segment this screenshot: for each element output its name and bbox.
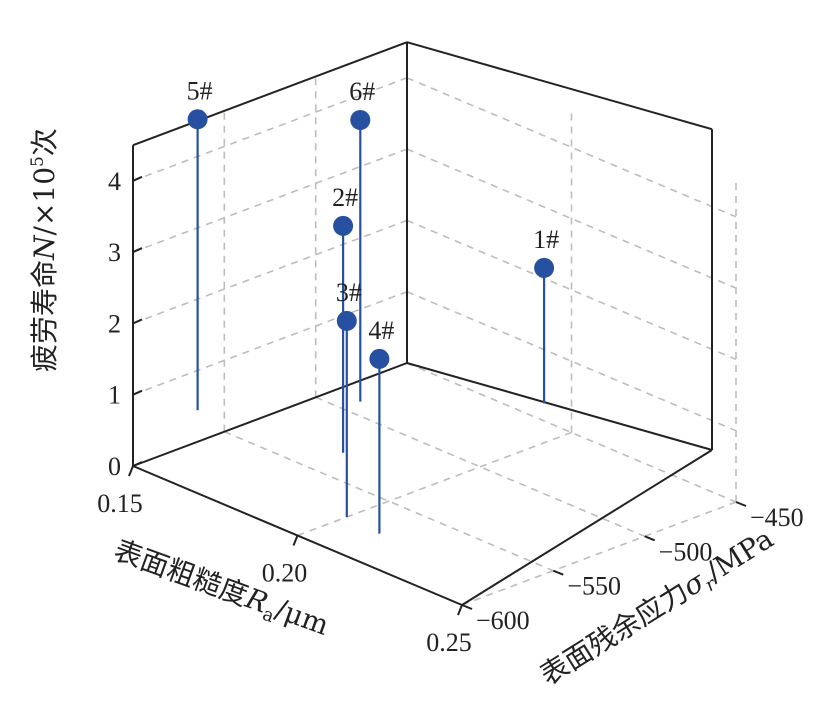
y-tick-mark	[735, 501, 747, 507]
data-point	[187, 109, 208, 130]
wall-grid-line	[132, 77, 408, 182]
x-tick-mark	[128, 465, 134, 477]
grid-lines	[132, 42, 737, 606]
data-point-label: 1#	[533, 225, 559, 254]
data-stems	[196, 119, 546, 534]
z-tick-mark	[132, 461, 143, 467]
z-tick-label: 4	[108, 167, 121, 196]
top-left-edge	[132, 41, 408, 147]
data-point	[350, 110, 371, 130]
y-tick-label: −500	[659, 537, 713, 566]
x-tick-label: 0.25	[426, 628, 472, 657]
tick-labels: 0 1 2 3 4 0.15 0.20 0.25 −450 −500 −550 −600	[97, 167, 803, 657]
data-point	[336, 310, 357, 331]
x-tick-label: 0.15	[97, 489, 143, 518]
x-tick-label: 0.20	[262, 559, 308, 588]
data-point	[333, 215, 354, 236]
x-axis-title: 表面粗糙度Ra/μm	[108, 534, 333, 646]
floor-grid-line	[461, 501, 737, 606]
axis-frame	[132, 41, 713, 606]
z-tick-label: 2	[108, 309, 121, 338]
x-tick-mark	[292, 535, 299, 546]
y-tick-mark	[644, 535, 656, 542]
wall-grid-line	[132, 148, 408, 253]
z-tick-mark	[132, 389, 143, 396]
data-point-label: 3#	[336, 278, 362, 307]
wall-grid-line	[132, 290, 408, 396]
y-tick-label: −550	[567, 572, 621, 601]
x-tick-mark	[457, 604, 463, 616]
data-point	[534, 257, 555, 278]
z-axis-title: 疲劳寿命N/×105次	[28, 128, 61, 372]
data-point	[369, 348, 390, 369]
z-tick-mark	[132, 247, 143, 254]
floor-grid-line	[297, 431, 572, 537]
z-tick-label: 0	[108, 452, 121, 481]
y-tick-mark	[552, 569, 564, 576]
data-point-label: 4#	[368, 316, 394, 345]
y-tick-label: −600	[476, 606, 530, 635]
y-tick-label: −450	[750, 503, 804, 532]
data-point-label: 2#	[332, 183, 358, 212]
top-right-edge	[406, 41, 713, 131]
data-points: 5# 6# 2# 3#4# 1#	[187, 76, 559, 369]
wall-grid-line	[132, 219, 408, 325]
z-tick-mark	[132, 318, 143, 325]
y-tick-mark	[461, 604, 473, 610]
z-tick-label: 3	[108, 238, 121, 267]
z-tick-mark	[132, 175, 143, 182]
data-point-label: 5#	[187, 76, 213, 105]
floor-back-right-edge	[406, 362, 713, 451]
data-point-label: 6#	[349, 77, 375, 106]
y-axis-line	[461, 449, 713, 606]
z-tick-label: 1	[108, 381, 121, 410]
